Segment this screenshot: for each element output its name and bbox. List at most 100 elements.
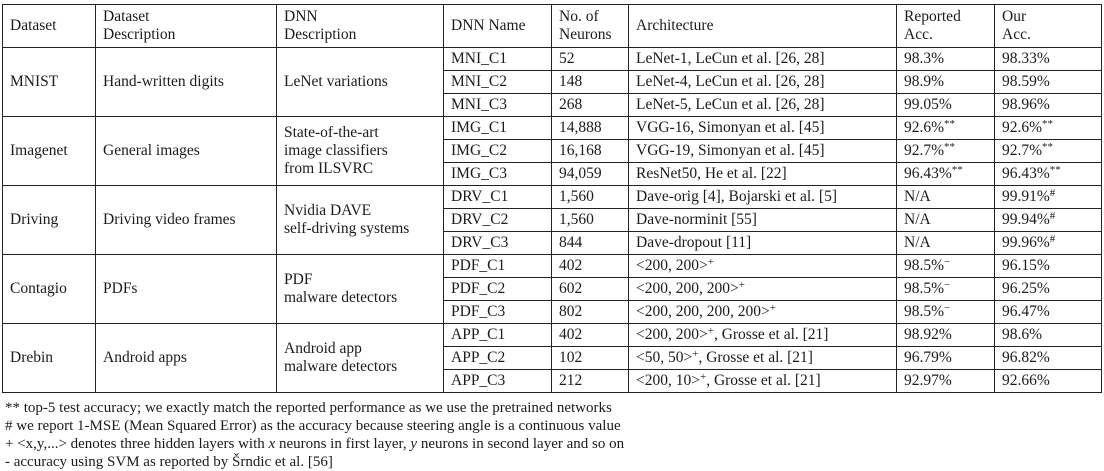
col-header-architecture: Architecture (628, 4, 897, 48)
cell-dnn-name: PDF_C3 (443, 300, 552, 324)
cell-reported-acc: 96.79% (896, 346, 995, 370)
cell-dataset-description: Driving video frames (95, 185, 277, 255)
table-row: DRV_C3 844 Dave-dropout [11] N/A 99.96%# (3, 231, 1102, 255)
col-header-dnn-name: DNN Name (443, 4, 552, 48)
cell-neurons: 602 (551, 277, 629, 301)
cell-dnn-name: MNI_C1 (443, 47, 552, 71)
cell-reported-acc: 98.92% (896, 323, 995, 347)
cell-dnn-description: Nvidia DAVE self-driving systems (276, 185, 444, 255)
cell-architecture: LeNet-4, LeCun et al. [26, 28] (628, 70, 897, 94)
cell-architecture: VGG-16, Simonyan et al. [45] (628, 116, 897, 140)
col-header-reported-acc: Reported Acc. (896, 4, 995, 48)
cell-reported-acc: 92.97% (896, 369, 995, 393)
table-row: Imagenet General images State-of-the-art im… (2, 116, 1102, 186)
cell-neurons: 102 (551, 346, 629, 370)
cell-dataset: MNIST (2, 47, 96, 117)
cell-dnn-name: IMG_C2 (443, 139, 552, 163)
table-row: IMG_C2 16,168 VGG-19, Simonyan et al. [45]… (3, 139, 1102, 163)
cell-neurons: 402 (551, 254, 629, 278)
cell-neurons: 14,888 (551, 116, 629, 140)
cell-architecture: LeNet-5, LeCun et al. [26, 28] (628, 93, 897, 117)
cell-architecture: VGG-19, Simonyan et al. [45] (628, 139, 897, 163)
cell-our-acc: 92.66% (994, 369, 1102, 393)
footnote: # we report 1-MSE (Mean Squared Error) a… (5, 418, 621, 434)
header-row: Dataset Dataset Description DNN Description D… (2, 4, 1102, 48)
cell-architecture: <200, 200>+ (628, 254, 897, 278)
cell-neurons: 844 (551, 231, 629, 255)
cell-our-acc: 92.7%** (994, 139, 1102, 163)
table-row: MNI_C3 268 LeNet-5, LeCun et al. [26, 28] 9… (3, 93, 1102, 117)
cell-our-acc: 99.94%# (994, 208, 1102, 232)
cell-dnn-description: LeNet variations (276, 47, 444, 117)
table-header: Dataset Dataset Description DNN Description D… (2, 4, 1102, 48)
cell-neurons: 402 (551, 323, 629, 347)
cell-neurons: 94,059 (551, 162, 629, 186)
cell-reported-acc: 98.5%− (896, 277, 995, 301)
cell-dnn-name: APP_C3 (443, 369, 552, 393)
footnote: + <x,y,...> denotes three hidden layers … (5, 436, 625, 452)
cell-architecture: <200, 200, 200>+ (628, 277, 897, 301)
cell-dnn-name: DRV_C1 (443, 185, 552, 209)
cell-architecture: <50, 50>+, Grosse et al. [21] (628, 346, 897, 370)
cell-dataset-description: General images (95, 116, 277, 186)
cell-our-acc: 99.91%# (994, 185, 1102, 209)
cell-neurons: 212 (551, 369, 629, 393)
cell-neurons: 268 (551, 93, 629, 117)
cell-architecture: LeNet-1, LeCun et al. [26, 28] (628, 47, 897, 71)
cell-our-acc: 96.43%** (994, 162, 1102, 186)
cell-neurons: 1,560 (551, 208, 629, 232)
cell-reported-acc: N/A (896, 231, 995, 255)
cell-neurons: 16,168 (551, 139, 629, 163)
cell-architecture: Dave-orig [4], Bojarski et al. [5] (628, 185, 897, 209)
cell-dataset: Drebin (2, 323, 96, 393)
cell-neurons: 802 (551, 300, 629, 324)
cell-reported-acc: 92.7%** (896, 139, 995, 163)
cell-our-acc: 99.96%# (994, 231, 1102, 255)
footnote: - accuracy using SVM as reported by Šrnd… (5, 454, 333, 470)
cell-reported-acc: 98.9% (896, 70, 995, 94)
cell-reported-acc: 98.3% (896, 47, 995, 71)
table-row: PDF_C2 602 <200, 200, 200>+ 98.5%− 96.25% (3, 277, 1102, 301)
cell-dnn-description: State-of-the-art image classifiers from IL… (276, 116, 444, 186)
cell-reported-acc: 98.5%− (896, 300, 995, 324)
cell-our-acc: 98.59% (994, 70, 1102, 94)
cell-architecture: Dave-norminit [55] (628, 208, 897, 232)
col-header-dataset: Dataset (2, 4, 96, 48)
cell-our-acc: 96.25% (994, 277, 1102, 301)
cell-dnn-name: DRV_C3 (443, 231, 552, 255)
cell-our-acc: 98.6% (994, 323, 1102, 347)
table-row: Driving Driving video frames Nvidia DAVE se… (2, 185, 1102, 255)
cell-reported-acc: 96.43%** (896, 162, 995, 186)
cell-architecture: <200, 200>+, Grosse et al. [21] (628, 323, 897, 347)
cell-reported-acc: 98.5%− (896, 254, 995, 278)
cell-dataset: Contagio (2, 254, 96, 324)
table-row: DRV_C2 1,560 Dave-norminit [55] N/A 99.94%# (3, 208, 1102, 232)
table-row: IMG_C3 94,059 ResNet50, He et al. [22] 96.4… (3, 162, 1102, 186)
cell-dataset-description: PDFs (95, 254, 277, 324)
cell-neurons: 148 (551, 70, 629, 94)
table-row: MNIST Hand-written digits LeNet variations… (2, 47, 1102, 117)
cell-our-acc: 96.47% (994, 300, 1102, 324)
cell-dnn-description: Android app malware detectors (276, 323, 444, 393)
cell-our-acc: 92.6%** (994, 116, 1102, 140)
cell-dataset-description: Hand-written digits (95, 47, 277, 117)
cell-dnn-name: APP_C2 (443, 346, 552, 370)
cell-our-acc: 96.15% (994, 254, 1102, 278)
cell-neurons: 1,560 (551, 185, 629, 209)
cell-reported-acc: 99.05% (896, 93, 995, 117)
table-row: APP_C3 212 <200, 10>+, Grosse et al. [21] 9… (3, 369, 1102, 393)
cell-dnn-name: IMG_C3 (443, 162, 552, 186)
cell-dnn-name: PDF_C2 (443, 277, 552, 301)
col-header-no-of-neurons: No. of Neurons (551, 4, 629, 48)
cell-architecture: <200, 10>+, Grosse et al. [21] (628, 369, 897, 393)
cell-dataset: Driving (2, 185, 96, 255)
cell-dnn-name: MNI_C3 (443, 93, 552, 117)
table-row: MNI_C2 148 LeNet-4, LeCun et al. [26, 28] 9… (3, 70, 1102, 94)
col-header-dnn-description: DNN Description (276, 4, 444, 48)
cell-architecture: <200, 200, 200, 200>+ (628, 300, 897, 324)
results-table: Dataset Dataset Description DNN Description D… (2, 4, 1102, 393)
table-row: Contagio PDFs PDF malware detectors PDF_C1 40… (2, 254, 1102, 324)
cell-our-acc: 98.96% (994, 93, 1102, 117)
cell-our-acc: 96.82% (994, 346, 1102, 370)
